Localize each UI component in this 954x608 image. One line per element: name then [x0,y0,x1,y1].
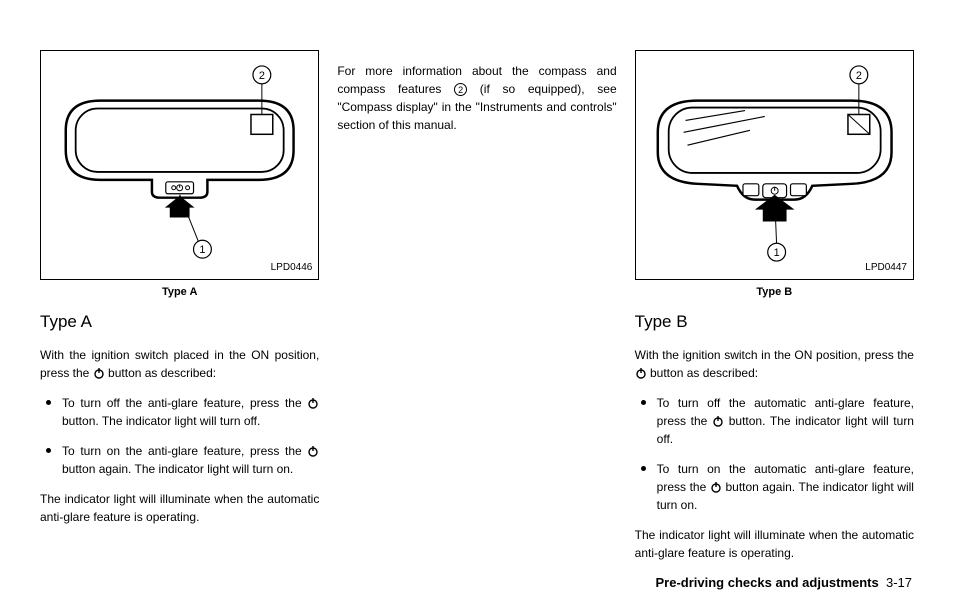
column-right: 1 2 LPD0447 Type B Type B With the ignit… [635,50,914,574]
power-icon [307,445,319,457]
type-a-intro-post: button as described: [108,366,216,380]
type-b-bullet-1: To turn off the automatic anti-glare fea… [657,394,914,448]
column-mid: For more information about the compass a… [337,50,616,574]
power-icon [710,481,722,493]
type-a-intro: With the ignition switch placed in the O… [40,346,319,382]
figure-b-code: LPD0447 [865,260,907,275]
page-footer: Pre-driving checks and adjustments 3-17 [656,575,913,590]
type-b-closing: The indicator light will illuminate when… [635,526,914,562]
figure-b-caption: Type B [635,284,914,301]
type-a-heading: Type A [40,309,319,335]
column-left: 1 2 LPD0446 Type A Type A With the ignit… [40,50,319,574]
power-icon [93,367,105,379]
type-b-list: To turn off the automatic anti-glare fea… [635,394,914,514]
mirror-diagram-a: 1 2 [41,51,318,279]
type-b-heading: Type B [635,309,914,335]
type-a-list: To turn off the anti-glare feature, pres… [40,394,319,478]
type-b-bullet-2: To turn on the automatic anti-glare feat… [657,460,914,514]
type-a-bullet-1: To turn off the anti-glare feature, pres… [62,394,319,430]
power-icon [635,367,647,379]
type-a-bullet-2: To turn on the anti-glare feature, press… [62,442,319,478]
figure-a-code: LPD0446 [271,260,313,275]
callout-2-label-b: 2 [855,70,861,82]
footer-page: 3-17 [886,575,912,590]
type-a-closing: The indicator light will illuminate when… [40,490,319,526]
callout-1-label-b: 1 [773,247,779,259]
mirror-diagram-b: 1 2 [636,51,913,279]
figure-b-box: 1 2 LPD0447 [635,50,914,280]
footer-section: Pre-driving checks and adjustments [656,575,879,590]
inline-callout-2: 2 [454,83,467,96]
figure-a-box: 1 2 LPD0446 [40,50,319,280]
figure-a-caption: Type A [40,284,319,301]
power-icon [712,415,724,427]
type-b-intro: With the ignition switch in the ON posit… [635,346,914,382]
power-icon [307,397,319,409]
compass-para: For more information about the compass a… [337,62,616,134]
callout-2-label: 2 [259,70,265,82]
callout-1-label: 1 [199,244,205,256]
